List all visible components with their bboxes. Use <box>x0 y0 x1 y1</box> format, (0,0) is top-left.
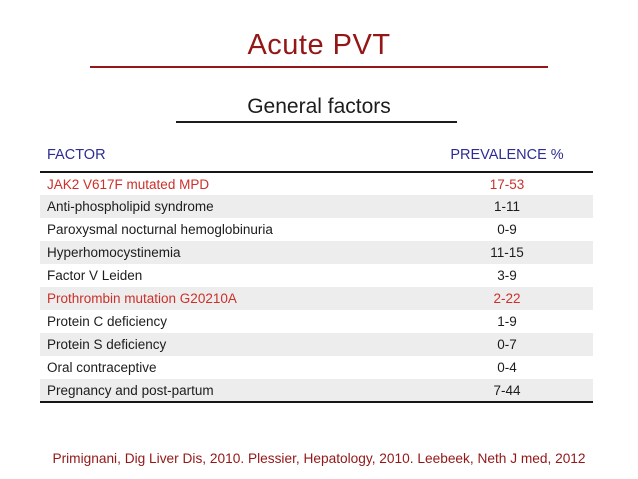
table-row: Protein C deficiency 1-9 <box>40 310 593 333</box>
table-row: Paroxysmal nocturnal hemoglobinuria 0-9 <box>40 218 593 241</box>
prevalence-cell: 2-22 <box>493 291 521 306</box>
subtitle-underline <box>176 121 457 123</box>
citation: Primignani, Dig Liver Dis, 2010. Plessie… <box>52 451 586 466</box>
prevalence-table: FACTOR PREVALENCE % JAK2 V617F mutated M… <box>40 141 593 403</box>
table-row: Anti-phospholipid syndrome 1-11 <box>40 195 593 218</box>
factor-cell: Pregnancy and post-partum <box>47 382 214 398</box>
prevalence-cell: 0-4 <box>497 360 517 375</box>
table-row: Factor V Leiden 3-9 <box>40 264 593 287</box>
prevalence-cell: 7-44 <box>493 382 521 398</box>
prevalence-cell: 0-9 <box>497 222 517 237</box>
factor-cell: JAK2 V617F mutated MPD <box>47 176 210 192</box>
factor-cell: Paroxysmal nocturnal hemoglobinuria <box>47 222 273 237</box>
factor-cell: Protein C deficiency <box>47 314 168 329</box>
title-underline <box>90 66 548 68</box>
factor-cell: Protein S deficiency <box>47 337 167 352</box>
factor-cell: Anti-phospholipid syndrome <box>47 199 214 214</box>
prevalence-cell: 3-9 <box>497 268 517 283</box>
column-header-prevalence: PREVALENCE % <box>421 141 593 173</box>
prevalence-cell: 1-11 <box>493 199 521 214</box>
table-row: Pregnancy and post-partum 7-44 <box>40 379 593 402</box>
factor-cell: Prothrombin mutation G20210A <box>47 291 237 306</box>
column-header-factor: FACTOR <box>40 141 421 173</box>
prevalence-table-wrap: FACTOR PREVALENCE % JAK2 V617F mutated M… <box>40 141 593 403</box>
prevalence-cell: 1-9 <box>497 314 517 329</box>
table-row: Oral contraceptive 0-4 <box>40 356 593 379</box>
slide-subtitle: General factors <box>247 95 391 118</box>
table-row: Protein S deficiency 0-7 <box>40 333 593 356</box>
table-body: JAK2 V617F mutated MPD 17-53 Anti-phosph… <box>40 172 593 402</box>
factor-cell: Oral contraceptive <box>47 360 157 375</box>
factor-cell: Factor V Leiden <box>47 268 143 283</box>
table-row: JAK2 V617F mutated MPD 17-53 <box>40 172 593 195</box>
prevalence-cell: 11-15 <box>490 245 524 260</box>
table-header-row: FACTOR PREVALENCE % <box>40 141 593 173</box>
prevalence-cell: 0-7 <box>497 337 517 352</box>
slide-title: Acute PVT <box>247 29 391 61</box>
prevalence-cell: 17-53 <box>489 176 525 192</box>
factor-cell: Hyperhomocystinemia <box>47 245 181 260</box>
table-row: Prothrombin mutation G20210A 2-22 <box>40 287 593 310</box>
table-row: Hyperhomocystinemia 11-15 <box>40 241 593 264</box>
